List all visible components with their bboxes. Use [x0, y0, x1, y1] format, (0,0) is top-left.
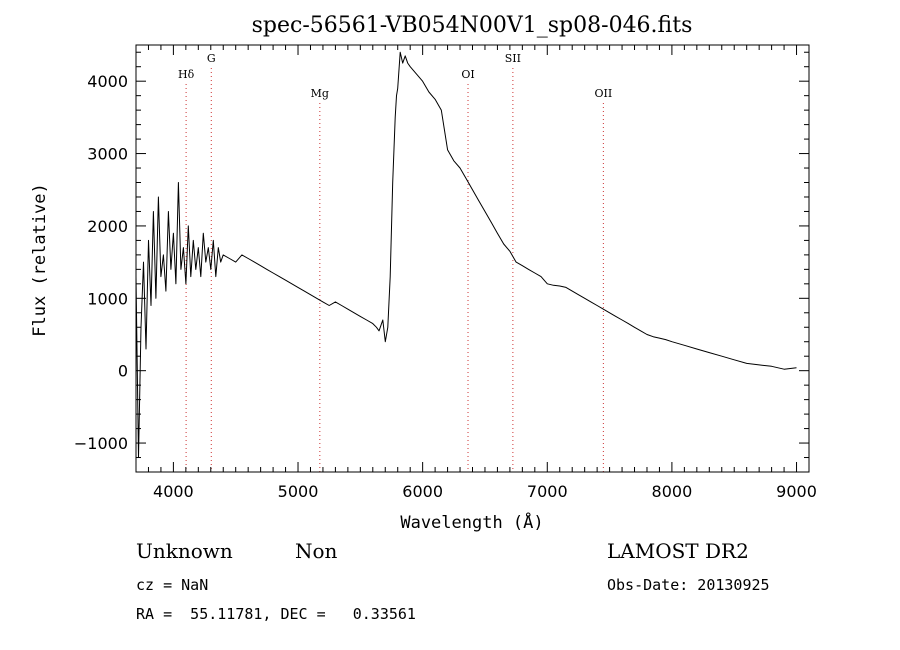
- y-tick-label: 4000: [87, 72, 128, 91]
- x-axis-label: Wavelength (Å): [400, 511, 543, 533]
- x-tick-label: 5000: [278, 482, 319, 501]
- x-tick-label: 6000: [402, 482, 443, 501]
- y-axis: −1000 0 1000 2000 3000 4000: [74, 51, 809, 473]
- chart-title: spec-56561-VB054N00V1_sp08-046.fits: [252, 13, 693, 38]
- line-marker-label: OII: [595, 87, 613, 100]
- plot-frame: [135, 44, 810, 473]
- object-class: Unknown: [136, 539, 233, 563]
- line-marker-label: OI: [461, 68, 474, 81]
- y-tick-label: −1000: [74, 434, 128, 453]
- x-tick-label: 9000: [776, 482, 817, 501]
- x-tick-label: 4000: [153, 482, 194, 501]
- data-series: [135, 51, 797, 458]
- x-axis: 4000 5000 6000 7000 8000 9000: [135, 45, 817, 501]
- object-subclass: Non: [295, 539, 338, 563]
- observation-date: Obs-Date: 20130925: [607, 576, 770, 594]
- line-marker-label: G: [207, 52, 216, 65]
- y-tick-label: 2000: [87, 217, 128, 236]
- redshift-cz: cz = NaN: [136, 576, 209, 594]
- y-tick-label: 0: [118, 362, 128, 381]
- y-tick-label: 3000: [87, 145, 128, 164]
- line-marker-label: Mg: [311, 87, 329, 100]
- coordinates: RA = 55.11781, DEC = 0.33561: [136, 605, 416, 623]
- y-axis-label: Flux (relative): [30, 183, 50, 337]
- survey-name: LAMOST DR2: [607, 539, 749, 563]
- x-tick-label: 8000: [652, 482, 693, 501]
- spectrum-line: [135, 51, 797, 458]
- line-markers: Hδ G Mg OI SII OII: [178, 52, 612, 472]
- x-tick-label: 7000: [527, 482, 568, 501]
- line-marker-label: SII: [505, 52, 521, 65]
- y-tick-label: 1000: [87, 289, 128, 308]
- line-marker-label: Hδ: [178, 68, 195, 81]
